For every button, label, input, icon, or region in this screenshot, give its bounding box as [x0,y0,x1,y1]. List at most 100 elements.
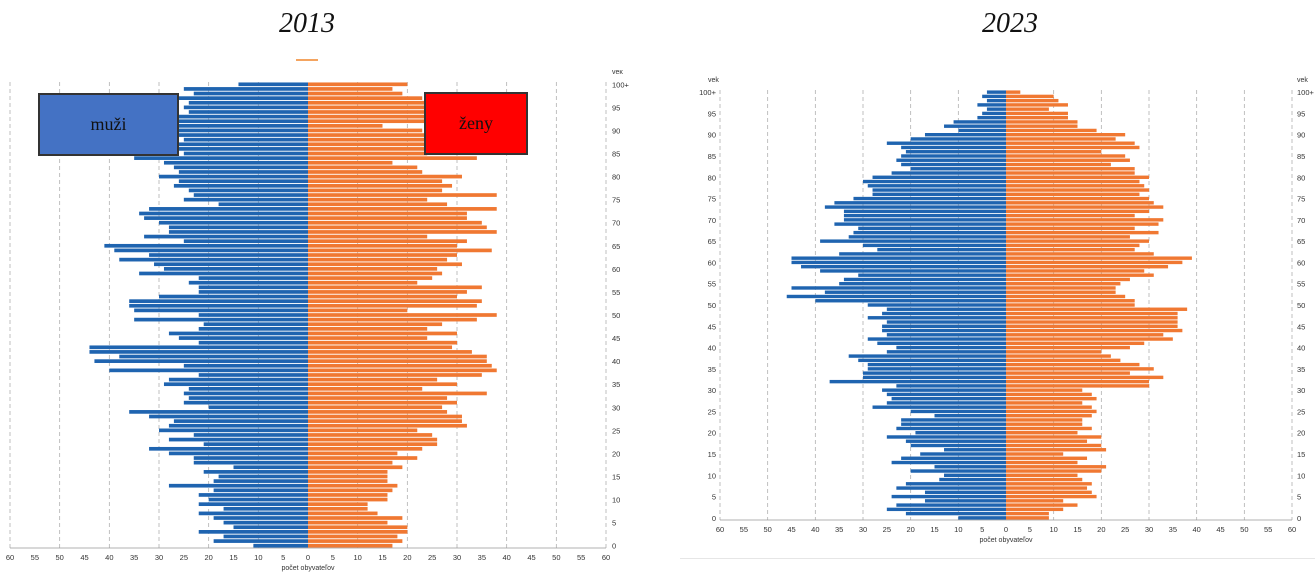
bar-female [1006,443,1102,448]
bar-male [223,520,308,525]
bar-female [308,142,433,147]
bar-male [977,115,1006,120]
bar-female [1006,511,1049,516]
x-tick-label: 15 [229,553,237,562]
legend-female: ženy [424,92,528,155]
bar-female [1006,392,1092,397]
bar-male [129,303,308,308]
bar-female [308,82,408,87]
bar-male [848,354,1006,358]
bar-male [820,269,1006,273]
x-tick-label: 20 [1097,525,1105,534]
bar-female [308,451,398,456]
bar-male [168,437,308,442]
bar-female [308,520,388,525]
bar-male [905,482,1006,486]
bar-female [1006,396,1097,401]
bar-female [308,100,438,105]
bar-male [198,276,308,280]
bar-female [1006,469,1102,473]
bar-male [213,516,308,520]
bar-male [183,363,308,368]
bar-female [1006,367,1154,371]
bar-female [1006,209,1149,214]
x-tick-label: 5 [281,553,285,562]
bar-female [308,225,487,230]
bar-female [1006,158,1130,162]
bar-male [839,252,1006,256]
bar-male [183,137,308,142]
y-tick-label: 100+ [612,80,630,89]
bar-female [1006,333,1164,337]
x-tick-label: 25 [1121,525,1129,534]
bar-female [308,267,438,271]
bar-female [308,396,448,400]
bar-female [308,294,457,299]
bar-female [308,419,462,423]
bar-male [183,391,308,396]
bar-female [1006,277,1130,282]
bar-female [308,239,467,244]
x-tick-label: 10 [254,553,262,562]
y-tick-label: 80 [1297,173,1305,182]
bar-female [308,317,477,322]
y-tick-label: 45 [1297,322,1305,331]
bar-male [882,324,1006,328]
y-tick-label-left: 75 [708,195,716,204]
x-tick-label: 55 [31,553,39,562]
bar-female [1006,503,1078,507]
y-tick-label-left: 95 [708,109,716,118]
bar-female [1006,124,1078,128]
x-tick-label: 35 [478,553,486,562]
bar-female [308,299,482,304]
x-tick-label: 0 [1004,525,1008,534]
bar-male [154,262,308,267]
y-tick-label: 30 [612,403,620,412]
bar-male [203,470,308,474]
bar-female [308,405,443,410]
bar-female [308,511,378,516]
bar-male [872,175,1006,179]
bar-male [853,230,1006,235]
bar-female [308,87,393,91]
bar-male [188,110,308,114]
bar-male [986,107,1006,111]
y-axis-label: vek [1297,77,1308,84]
bar-male [188,280,308,285]
bar-male [867,337,1006,341]
bar-female [1006,294,1126,299]
bar-female [1006,448,1107,452]
bar-female [308,262,462,267]
chart-title-2013: 2013 [279,8,335,39]
bar-male [986,90,1006,94]
bar-female [1006,145,1140,150]
bar-female [1006,175,1149,179]
bar-female [1006,375,1164,380]
bar-male [183,197,308,202]
bar-female [1006,115,1068,120]
bar-female [308,276,433,280]
y-tick-label: 0 [612,542,616,551]
y-tick-label: 45 [612,334,620,343]
bar-male [183,239,308,244]
y-tick-label: 90 [1297,131,1305,140]
bar-male [193,460,308,465]
y-tick-label: 40 [1297,344,1305,353]
y-tick-label-left: 50 [708,301,716,310]
bar-female [308,446,423,451]
y-tick-label-left: 0 [712,514,716,523]
bar-male [183,151,308,156]
bar-female [308,345,453,350]
bar-female [1006,107,1049,111]
y-tick-label-left: 20 [708,429,716,438]
bar-female [1006,226,1135,231]
bar-female [308,525,408,530]
bar-female [1006,499,1064,503]
bar-male [168,423,308,428]
bar-female [308,165,418,170]
bar-female [308,336,428,340]
y-tick-label: 90 [612,126,620,135]
y-tick-label: 60 [1297,258,1305,267]
bar-male [163,267,308,271]
y-tick-label: 75 [1297,195,1305,204]
